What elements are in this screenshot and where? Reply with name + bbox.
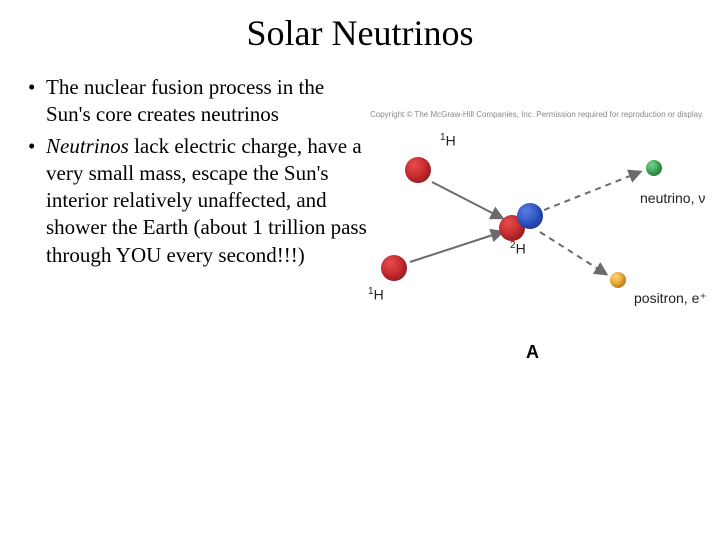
particle-deut_n xyxy=(517,203,543,229)
arrow xyxy=(544,172,640,210)
bullet-text: The nuclear fusion process in the Sun's … xyxy=(46,75,324,126)
label-h2: 2H xyxy=(510,240,526,257)
bullet-item: The nuclear fusion process in the Sun's … xyxy=(28,74,368,129)
label-h1-bottom: 1H xyxy=(368,286,384,303)
panel-letter: A xyxy=(526,342,539,363)
label-h1-top: 1H xyxy=(440,132,456,149)
arrow xyxy=(432,182,502,218)
arrow-layer xyxy=(362,110,720,390)
fusion-diagram: Copyright © The McGraw-Hill Companies, I… xyxy=(362,110,720,390)
arrow xyxy=(540,232,606,274)
particle-proton_bot xyxy=(381,255,407,281)
bullet-item: Neutrinos lack electric charge, have a v… xyxy=(28,133,368,269)
particle-neutrino xyxy=(646,160,662,176)
label-neutrino: neutrino, ν xyxy=(640,190,705,206)
bullet-list: The nuclear fusion process in the Sun's … xyxy=(28,74,368,273)
page-title: Solar Neutrinos xyxy=(0,0,720,74)
label-positron: positron, e⁺ xyxy=(634,290,707,307)
particle-proton_top xyxy=(405,157,431,183)
arrow xyxy=(410,232,502,262)
bullet-italic: Neutrinos xyxy=(46,134,129,158)
particle-positron xyxy=(610,272,626,288)
